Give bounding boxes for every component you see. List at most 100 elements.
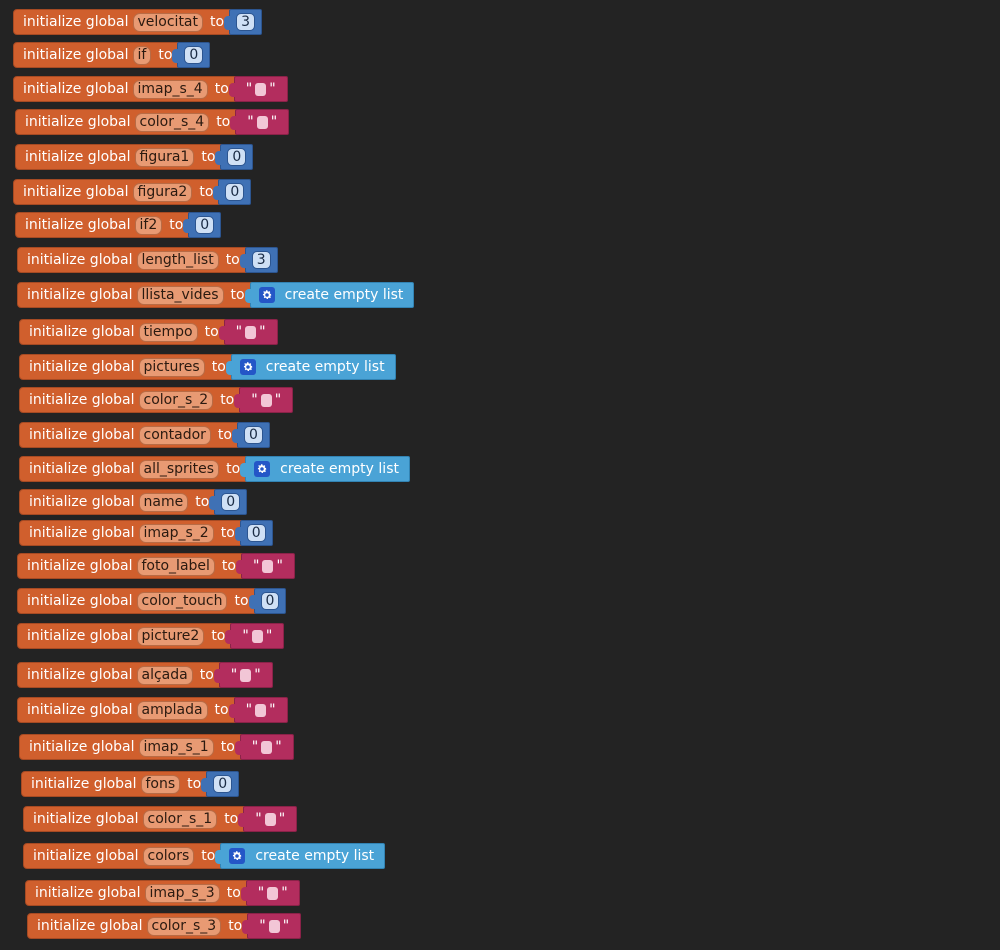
initialize-global-block[interactable]: initialize global colors to [23, 843, 227, 869]
initialize-global-block[interactable]: initialize global amplada to [17, 697, 240, 723]
create-empty-list-block[interactable]: create empty list [244, 282, 415, 308]
number-block[interactable]: 3 [239, 247, 278, 273]
number-block[interactable]: 0 [172, 42, 211, 68]
variable-name-field[interactable]: fons [140, 774, 181, 794]
number-block[interactable]: 3 [224, 9, 262, 35]
initialize-global-block[interactable]: initialize global contador to [19, 422, 243, 448]
variable-name-field[interactable]: imap_s_3 [144, 883, 220, 903]
initialize-global-block[interactable]: initialize global if to [13, 42, 184, 68]
variable-name-field[interactable]: if [132, 45, 152, 65]
empty-text-field[interactable] [260, 393, 272, 407]
empty-text-field[interactable] [251, 629, 263, 643]
gear-icon[interactable] [254, 461, 271, 477]
variable-name-field[interactable]: color_s_2 [138, 390, 214, 410]
variable-name-field[interactable]: figura1 [134, 147, 195, 167]
number-value-field[interactable]: 0 [213, 775, 233, 793]
number-value-field[interactable]: 0 [243, 426, 263, 444]
global-variable-block-figura2[interactable]: initialize global figura2 to 0 [13, 179, 252, 205]
initialize-global-block[interactable]: initialize global picture2 to [17, 623, 237, 649]
text-string-block[interactable]: " " [242, 913, 302, 939]
number-value-field[interactable]: 0 [221, 493, 241, 511]
variable-name-field[interactable]: amplada [136, 700, 208, 720]
variable-name-field[interactable]: length_list [136, 250, 219, 270]
initialize-global-block[interactable]: initialize global figura1 to [15, 144, 227, 170]
global-variable-block-alçada[interactable]: initialize global alçada to " " [17, 662, 273, 688]
variable-name-field[interactable]: imap_s_1 [138, 737, 214, 757]
number-block[interactable]: 0 [201, 771, 240, 797]
initialize-global-block[interactable]: initialize global color_s_3 to [27, 913, 254, 939]
create-empty-list-block[interactable]: create empty list [215, 843, 386, 869]
number-value-field[interactable]: 0 [227, 148, 247, 166]
number-value-field[interactable]: 0 [260, 592, 280, 610]
variable-name-field[interactable]: llista_vides [136, 285, 224, 305]
number-value-field[interactable]: 0 [225, 183, 245, 201]
global-variable-block-imap_s_4[interactable]: initialize global imap_s_4 to " " [13, 76, 288, 102]
gear-icon[interactable] [258, 287, 275, 303]
variable-name-field[interactable]: figura2 [132, 182, 193, 202]
variable-name-field[interactable]: name [138, 492, 189, 512]
initialize-global-block[interactable]: initialize global velocitat to [13, 9, 236, 35]
initialize-global-block[interactable]: initialize global if2 to [15, 212, 195, 238]
initialize-global-block[interactable]: initialize global foto_label to [17, 553, 247, 579]
global-variable-block-length_list[interactable]: initialize global length_list to 3 [17, 247, 278, 273]
global-variable-block-imap_s_1[interactable]: initialize global imap_s_1 to " " [19, 734, 294, 760]
global-variable-block-contador[interactable]: initialize global contador to 0 [19, 422, 270, 448]
initialize-global-block[interactable]: initialize global tiempo to [19, 319, 230, 345]
number-value-field[interactable]: 0 [246, 524, 266, 542]
variable-name-field[interactable]: picture2 [136, 626, 205, 646]
initialize-global-block[interactable]: initialize global color_s_1 to [23, 806, 250, 832]
text-string-block[interactable]: " " [225, 623, 285, 649]
number-value-field[interactable]: 3 [251, 251, 271, 269]
variable-name-field[interactable]: tiempo [138, 322, 198, 342]
empty-text-field[interactable] [240, 668, 252, 682]
number-block[interactable]: 0 [231, 422, 270, 448]
initialize-global-block[interactable]: initialize global imap_s_2 to [19, 520, 246, 546]
initialize-global-block[interactable]: initialize global imap_s_4 to [13, 76, 240, 102]
number-block[interactable]: 0 [215, 144, 254, 170]
global-variable-block-amplada[interactable]: initialize global amplada to " " [17, 697, 288, 723]
global-variable-block-color_s_4[interactable]: initialize global color_s_4 to " " [15, 109, 290, 135]
number-block[interactable]: 0 [248, 588, 287, 614]
global-variable-block-picture2[interactable]: initialize global picture2 to " " [17, 623, 285, 649]
empty-text-field[interactable] [264, 812, 276, 826]
initialize-global-block[interactable]: initialize global llista_vides to [17, 282, 256, 308]
text-string-block[interactable]: " " [230, 109, 290, 135]
global-variable-block-color_s_2[interactable]: initialize global color_s_2 to " " [19, 387, 294, 413]
variable-name-field[interactable]: if2 [134, 215, 163, 235]
global-variable-block-imap_s_3[interactable]: initialize global imap_s_3 to " " [25, 880, 300, 906]
initialize-global-block[interactable]: initialize global alçada to [17, 662, 225, 688]
global-variable-block-color_s_1[interactable]: initialize global color_s_1 to " " [23, 806, 298, 832]
empty-text-field[interactable] [262, 559, 274, 573]
global-variable-block-fons[interactable]: initialize global fons to 0 [21, 771, 240, 797]
global-variable-block-foto_label[interactable]: initialize global foto_label to " " [17, 553, 295, 579]
number-block[interactable]: 0 [234, 520, 273, 546]
initialize-global-block[interactable]: initialize global fons to [21, 771, 213, 797]
empty-text-field[interactable] [261, 740, 273, 754]
empty-text-field[interactable] [245, 325, 257, 339]
variable-name-field[interactable]: color_touch [136, 591, 228, 611]
empty-text-field[interactable] [268, 919, 280, 933]
number-block[interactable]: 0 [183, 212, 222, 238]
global-variable-block-color_s_3[interactable]: initialize global color_s_3 to " " [27, 913, 302, 939]
initialize-global-block[interactable]: initialize global length_list to [17, 247, 251, 273]
number-value-field[interactable]: 0 [195, 216, 215, 234]
initialize-global-block[interactable]: initialize global figura2 to [13, 179, 225, 205]
global-variable-block-if[interactable]: initialize global if to 0 [13, 42, 211, 68]
variable-name-field[interactable]: all_sprites [138, 459, 220, 479]
gear-icon[interactable] [239, 359, 256, 375]
initialize-global-block[interactable]: initialize global imap_s_1 to [19, 734, 246, 760]
text-string-block[interactable]: " " [235, 553, 295, 579]
variable-name-field[interactable]: color_s_3 [146, 916, 222, 936]
create-empty-list-block[interactable]: create empty list [225, 354, 396, 380]
empty-text-field[interactable] [255, 703, 267, 717]
initialize-global-block[interactable]: initialize global pictures to [19, 354, 237, 380]
initialize-global-block[interactable]: initialize global color_s_2 to [19, 387, 246, 413]
text-string-block[interactable]: " " [234, 387, 294, 413]
initialize-global-block[interactable]: initialize global imap_s_3 to [25, 880, 252, 906]
variable-name-field[interactable]: color_s_1 [142, 809, 218, 829]
global-variable-block-all_sprites[interactable]: initialize global all_sprites to create emp… [19, 456, 410, 482]
variable-name-field[interactable]: contador [138, 425, 211, 445]
variable-name-field[interactable]: imap_s_2 [138, 523, 214, 543]
global-variable-block-figura1[interactable]: initialize global figura1 to 0 [15, 144, 254, 170]
create-empty-list-block[interactable]: create empty list [240, 456, 410, 482]
